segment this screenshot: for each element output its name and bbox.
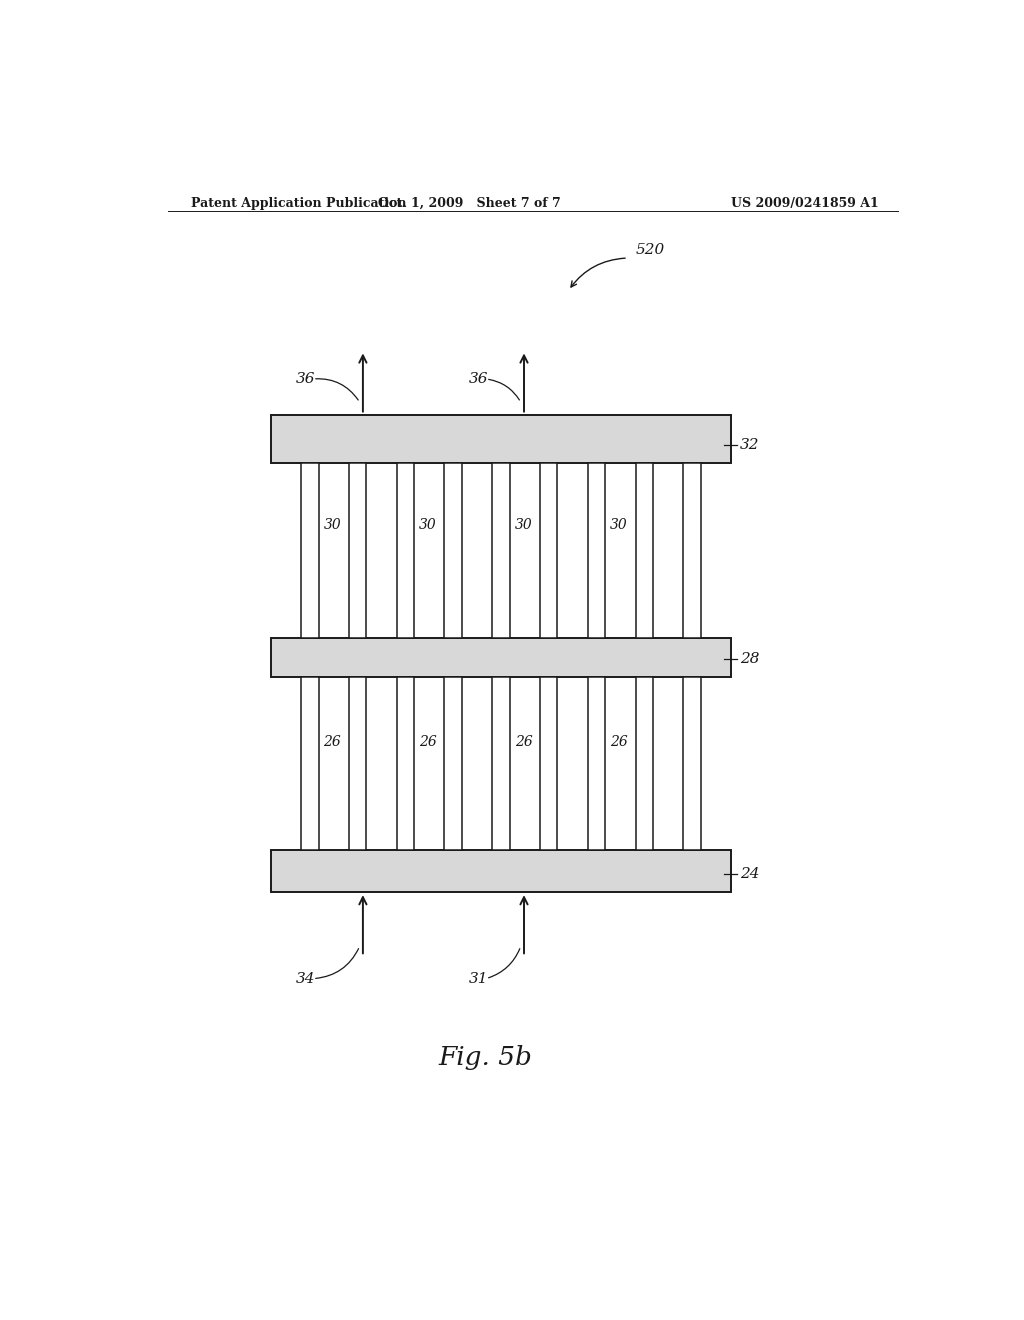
Bar: [683, 463, 700, 638]
Bar: [396, 463, 414, 638]
Text: 24: 24: [740, 867, 760, 880]
Text: Oct. 1, 2009   Sheet 7 of 7: Oct. 1, 2009 Sheet 7 of 7: [378, 197, 560, 210]
Text: 30: 30: [324, 517, 341, 532]
Text: 32: 32: [740, 438, 760, 451]
Bar: [270, 850, 731, 892]
Text: 36: 36: [296, 372, 315, 385]
Bar: [540, 677, 557, 850]
Bar: [493, 677, 510, 850]
Bar: [444, 463, 462, 638]
Bar: [444, 677, 462, 850]
Bar: [683, 677, 700, 850]
Text: Fig. 5b: Fig. 5b: [438, 1045, 532, 1071]
Bar: [588, 677, 605, 850]
Text: 28: 28: [740, 652, 760, 667]
Bar: [588, 463, 605, 638]
Bar: [396, 677, 414, 850]
Text: US 2009/0241859 A1: US 2009/0241859 A1: [731, 197, 879, 210]
Text: 30: 30: [419, 517, 437, 532]
Text: 30: 30: [515, 517, 532, 532]
Text: 26: 26: [515, 735, 532, 750]
Bar: [636, 677, 653, 850]
Text: 26: 26: [610, 735, 628, 750]
Text: Patent Application Publication: Patent Application Publication: [191, 197, 407, 210]
Bar: [301, 677, 318, 850]
Bar: [301, 463, 318, 638]
Bar: [636, 463, 653, 638]
Text: 31: 31: [468, 972, 488, 986]
Text: 26: 26: [324, 735, 341, 750]
Bar: [349, 677, 367, 850]
Bar: [493, 463, 510, 638]
Bar: [349, 463, 367, 638]
Text: 36: 36: [468, 372, 488, 385]
Bar: [540, 463, 557, 638]
Text: 34: 34: [296, 972, 315, 986]
Text: 520: 520: [636, 243, 666, 257]
Bar: [270, 638, 731, 677]
Text: 26: 26: [419, 735, 437, 750]
Bar: [270, 414, 731, 463]
Text: 30: 30: [610, 517, 628, 532]
